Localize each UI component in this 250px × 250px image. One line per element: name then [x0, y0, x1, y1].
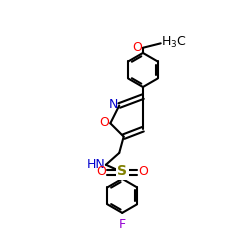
Text: O: O [138, 165, 148, 178]
Text: O: O [96, 165, 106, 178]
Text: O: O [132, 41, 142, 54]
Text: H$_3$C: H$_3$C [162, 35, 187, 50]
Text: F: F [119, 218, 126, 231]
Text: N: N [108, 98, 118, 111]
Text: HN: HN [86, 158, 105, 170]
Text: S: S [117, 164, 127, 178]
Text: O: O [99, 116, 109, 129]
